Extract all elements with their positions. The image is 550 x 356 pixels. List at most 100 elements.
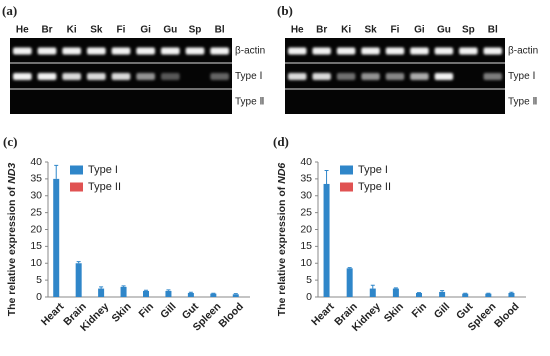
- gel-band: [185, 47, 205, 55]
- lane-label: Gi: [414, 25, 425, 36]
- lane-label: He: [16, 25, 29, 36]
- y-tick-label: 5: [306, 274, 312, 286]
- gel-band: [111, 47, 131, 55]
- y-axis-label-gene: ND6: [276, 163, 288, 184]
- gel-band: [111, 73, 131, 80]
- bar: [165, 290, 172, 297]
- legend-swatch: [70, 165, 83, 175]
- y-axis-label-gene: ND3: [6, 163, 18, 184]
- legend-label: Type I: [88, 164, 118, 176]
- bar: [75, 263, 82, 297]
- bar: [508, 292, 515, 297]
- error-bar: [121, 285, 126, 287]
- gel-band: [288, 47, 307, 55]
- gel-band: [136, 73, 155, 80]
- y-tick-label: 5: [36, 274, 42, 286]
- y-tick-label: 25: [30, 206, 42, 218]
- y-axis-label-text: The relative expression of: [6, 186, 18, 316]
- gel-band: [312, 47, 331, 55]
- y-tick-label: 40: [300, 156, 312, 168]
- legend-label: Type II: [88, 181, 121, 193]
- gel-band: [483, 73, 502, 80]
- error-bar: [370, 284, 375, 289]
- gel-band: [62, 73, 81, 80]
- gel-band: [336, 73, 356, 80]
- gel-band: [37, 73, 57, 80]
- lane-label: Sp: [462, 25, 475, 36]
- gel-band: [434, 73, 454, 80]
- gel-band: [161, 73, 180, 80]
- legend-swatch: [340, 182, 353, 192]
- bar: [462, 293, 469, 297]
- y-axis-label-text: The relative expression of: [276, 186, 288, 316]
- y-tick-label: 10: [30, 257, 42, 269]
- bar: [416, 292, 422, 297]
- y-tick-label: 15: [30, 240, 42, 252]
- lane-label: Br: [316, 25, 327, 36]
- gel-band: [13, 47, 32, 55]
- gel-band: [483, 47, 502, 55]
- row-label: β-actin: [235, 46, 265, 57]
- error-bar: [233, 293, 238, 295]
- error-bar: [188, 291, 193, 293]
- panel-label: (d): [273, 134, 289, 149]
- y-axis-label: The relative expression of ND6: [276, 163, 288, 317]
- x-tick-label: Blood: [492, 301, 522, 331]
- lane-label: Gu: [163, 25, 177, 36]
- lane-label: Sk: [364, 25, 377, 36]
- gel-band: [434, 47, 454, 55]
- x-tick-label: Skin: [109, 301, 133, 325]
- y-tick-label: 40: [30, 156, 42, 168]
- error-bar: [54, 164, 59, 179]
- gel-band: [136, 47, 155, 55]
- y-axis-label: The relative expression of ND3: [6, 163, 18, 317]
- lane-label: Gu: [437, 25, 451, 36]
- y-tick-label: 35: [300, 173, 312, 185]
- bar: [187, 292, 194, 297]
- bar: [143, 290, 149, 297]
- lane-label: Bl: [215, 25, 225, 36]
- error-bar: [166, 289, 171, 291]
- gel-band: [459, 47, 478, 55]
- y-tick-label: 15: [300, 240, 312, 252]
- lane-label: Fi: [117, 25, 126, 36]
- panel-label: (b): [277, 3, 293, 18]
- bar: [392, 288, 399, 297]
- gel-band: [87, 47, 106, 55]
- lane-label: Fi: [391, 25, 400, 36]
- x-tick-label: Fin: [136, 301, 156, 321]
- lane-label: Sk: [90, 25, 103, 36]
- gel-band: [385, 47, 405, 55]
- row-label: Type Ⅱ: [508, 97, 537, 108]
- x-tick-label: Heart: [309, 300, 337, 328]
- gel-band: [385, 73, 405, 80]
- gel-band: [13, 73, 32, 80]
- error-bar: [76, 261, 81, 264]
- y-tick-label: 20: [30, 223, 42, 235]
- error-bar: [144, 289, 148, 291]
- lane-label: He: [291, 25, 304, 36]
- panel-label: (a): [2, 3, 17, 18]
- error-bar: [324, 169, 329, 184]
- bar: [485, 293, 492, 297]
- error-bar: [440, 290, 445, 292]
- gel-band: [210, 73, 229, 80]
- gel-band: [361, 73, 380, 80]
- row-label: β-actin: [508, 46, 538, 57]
- lane-label: Br: [41, 25, 52, 36]
- gel-band: [361, 47, 380, 55]
- bar: [210, 293, 217, 297]
- x-tick-label: Gill: [432, 301, 453, 322]
- legend-swatch: [340, 165, 353, 175]
- bar: [439, 291, 446, 297]
- x-tick-label: Heart: [39, 300, 67, 328]
- y-tick-label: 30: [30, 190, 42, 202]
- lane-label: Ki: [341, 25, 351, 36]
- bar: [369, 288, 376, 297]
- gel-band: [410, 73, 429, 80]
- bar: [120, 286, 127, 297]
- bar: [98, 288, 105, 297]
- row-label: Type Ⅰ: [235, 71, 262, 82]
